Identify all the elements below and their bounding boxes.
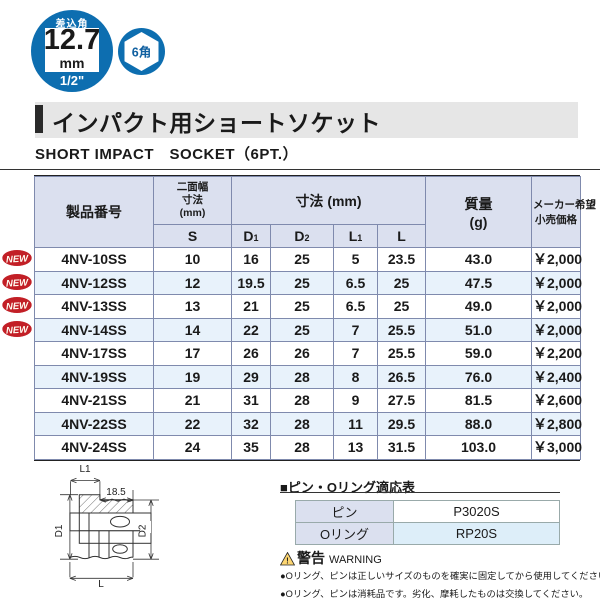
svg-text:NEW: NEW: [6, 253, 30, 265]
svg-text:NEW: NEW: [6, 277, 30, 289]
svg-text:6角: 6角: [132, 45, 151, 60]
svg-text:L: L: [98, 579, 104, 590]
svg-text:L1: L1: [79, 464, 91, 475]
svg-text:18.5: 18.5: [106, 487, 126, 498]
svg-text:D1: D1: [54, 524, 65, 537]
svg-text:D2: D2: [138, 524, 149, 537]
svg-text:!: !: [286, 557, 289, 566]
svg-text:NEW: NEW: [6, 324, 30, 336]
svg-text:NEW: NEW: [6, 300, 30, 312]
